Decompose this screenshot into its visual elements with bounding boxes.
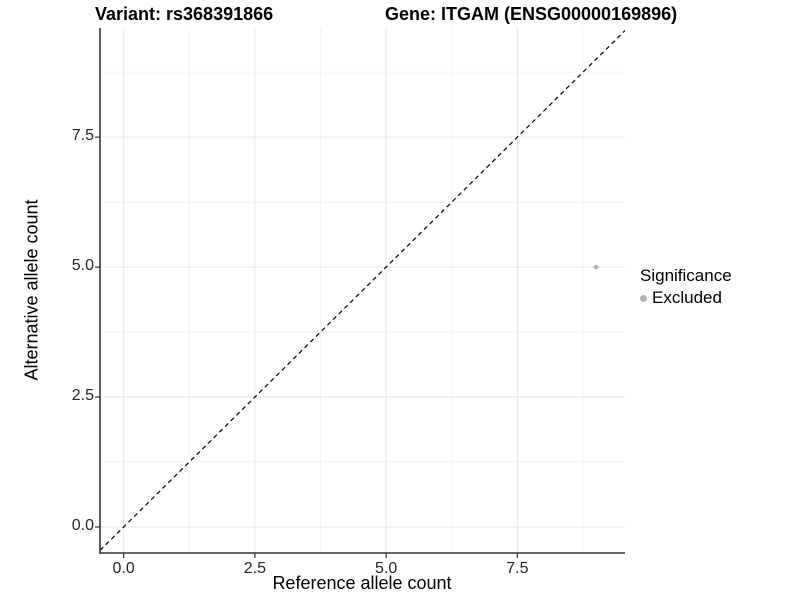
legend-item-label: Excluded bbox=[652, 288, 722, 307]
legend-item-excluded: Excluded bbox=[640, 288, 732, 308]
identity-reference-line bbox=[100, 30, 625, 551]
y-axis-title: Alternative allele count bbox=[21, 199, 42, 381]
x-tick-label: 0.0 bbox=[112, 560, 135, 577]
plot-title-variant: Variant: rs368391866 bbox=[95, 4, 274, 24]
x-axis-title: Reference allele count bbox=[272, 573, 452, 593]
legend-key-point-icon bbox=[640, 294, 647, 302]
legend: Significance Excluded bbox=[640, 266, 732, 308]
y-tick-label: 5.0 bbox=[71, 257, 94, 275]
x-tick-label: 5.0 bbox=[375, 560, 398, 577]
y-tick-label: 2.5 bbox=[71, 387, 94, 405]
plot-title-gene: Gene: ITGAM (ENSG00000169896) bbox=[385, 4, 678, 24]
y-tick-label: 0.0 bbox=[71, 517, 94, 535]
x-tick-label: 7.5 bbox=[506, 560, 529, 577]
x-tick-label: 2.5 bbox=[243, 560, 266, 577]
data-point bbox=[593, 264, 599, 270]
y-tick-label: 7.5 bbox=[71, 127, 94, 145]
legend-title: Significance bbox=[640, 266, 732, 285]
